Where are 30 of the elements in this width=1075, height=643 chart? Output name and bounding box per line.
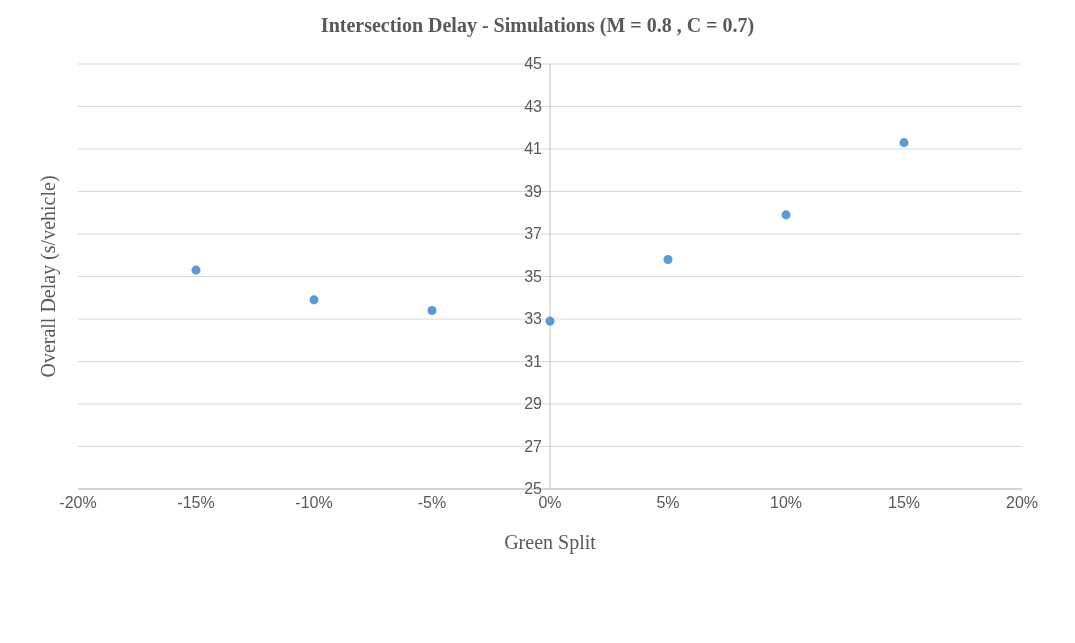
point [899,138,909,148]
point [427,305,437,316]
point [781,210,791,220]
x-tick-label: -5% [417,494,447,512]
x-tick-label: 5% [656,494,680,512]
y-tick-label: 25 [524,480,543,497]
y-tick-label: 37 [524,225,543,242]
x-tick-label: 20% [1005,494,1039,512]
point [309,295,319,305]
point [545,316,555,326]
y-tick-label: 39 [524,182,543,200]
y-tick-label: 31 [524,352,543,370]
y-axis-title: Overall Delay (s/vehicle) [37,175,61,378]
y-tick-label: 45 [524,55,543,72]
y-tick-label: 35 [524,267,543,285]
x-axis-title: Green Split [504,531,597,554]
x-tick-label: 0% [538,494,562,512]
y-tick-label: 41 [524,140,543,157]
chart-title: Intersection Delay - Simulations (M = 0.8 , C = 0.7) [319,14,756,39]
x-tick-label: -10% [295,494,333,512]
y-tick-label: 33 [524,310,543,327]
point [191,265,201,275]
y-tick-label: 29 [524,395,543,412]
point [663,254,673,265]
x-tick-label: -15% [177,494,215,512]
y-tick-label: 27 [524,437,543,455]
x-tick-label: 10% [769,494,803,512]
x-tick-label: -20% [59,494,97,512]
x-tick-label: 15% [887,494,921,512]
y-tick-label: 43 [524,97,543,115]
